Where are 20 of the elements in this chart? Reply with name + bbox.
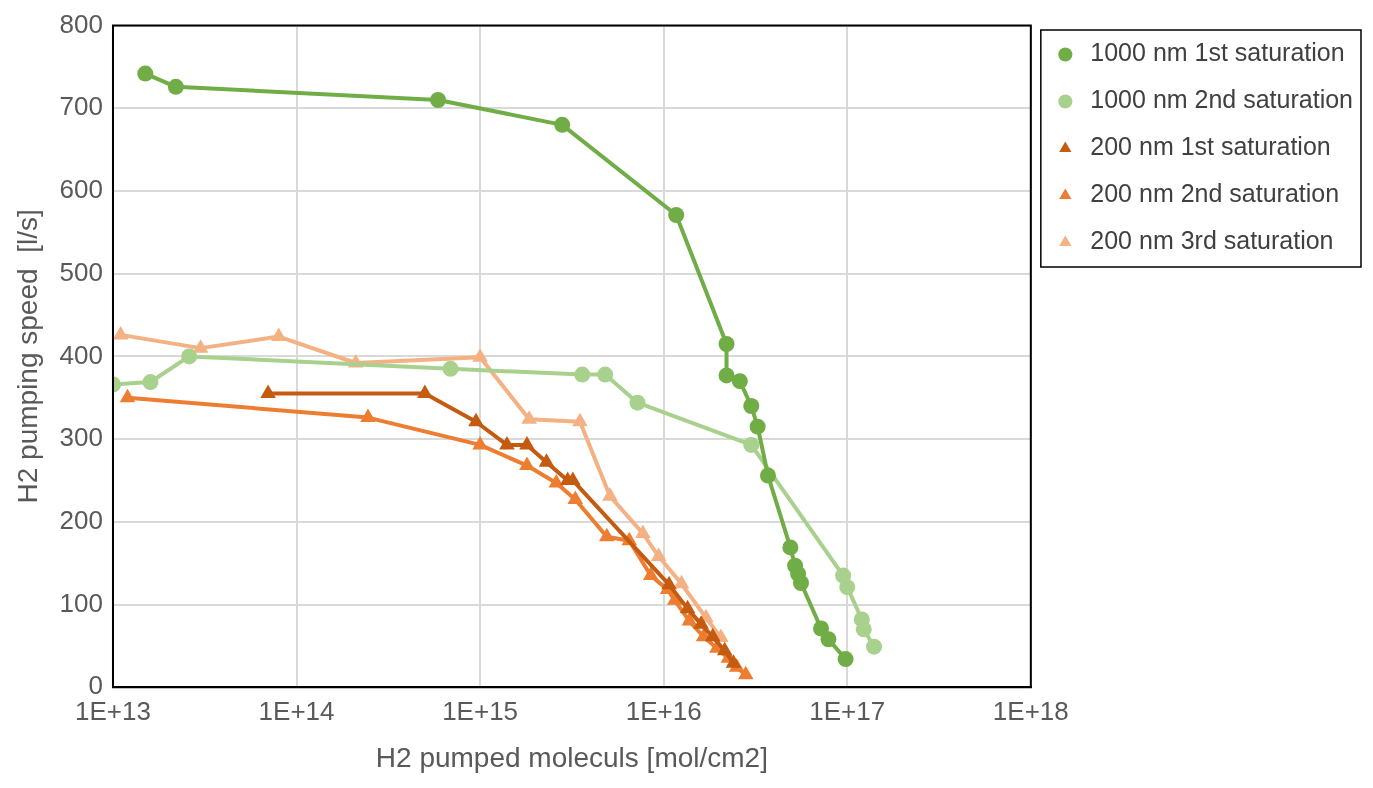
legend-label: 1000 nm 2nd saturation <box>1090 85 1353 114</box>
legend-label: 200 nm 1st saturation <box>1090 132 1331 161</box>
legend-label: 200 nm 2nd saturation <box>1090 179 1340 208</box>
y-tick-label: 200 <box>59 504 103 535</box>
x-tick-label: 1E+14 <box>258 695 335 726</box>
y-tick-label: 500 <box>59 256 103 287</box>
x-axis-title: H2 pumped moleculs [mol/cm2] <box>375 741 768 773</box>
y-axis-title: H2 pumping speed [l/s] <box>11 209 43 504</box>
y-tick-label: 400 <box>59 339 103 370</box>
x-tick-label: 1E+16 <box>625 695 702 726</box>
x-tick-label: 1E+18 <box>992 695 1069 726</box>
y-tick-label: 600 <box>59 174 103 205</box>
x-tick-label: 1E+17 <box>809 695 886 726</box>
y-tick-label: 800 <box>59 8 103 39</box>
y-tick-label: 300 <box>59 422 103 453</box>
legend-label: 1000 nm 1st saturation <box>1090 38 1345 67</box>
y-tick-label: 100 <box>59 587 103 618</box>
y-tick-label: 700 <box>59 91 103 122</box>
legend-label: 200 nm 3rd saturation <box>1090 226 1334 255</box>
x-tick-label: 1E+15 <box>442 695 519 726</box>
